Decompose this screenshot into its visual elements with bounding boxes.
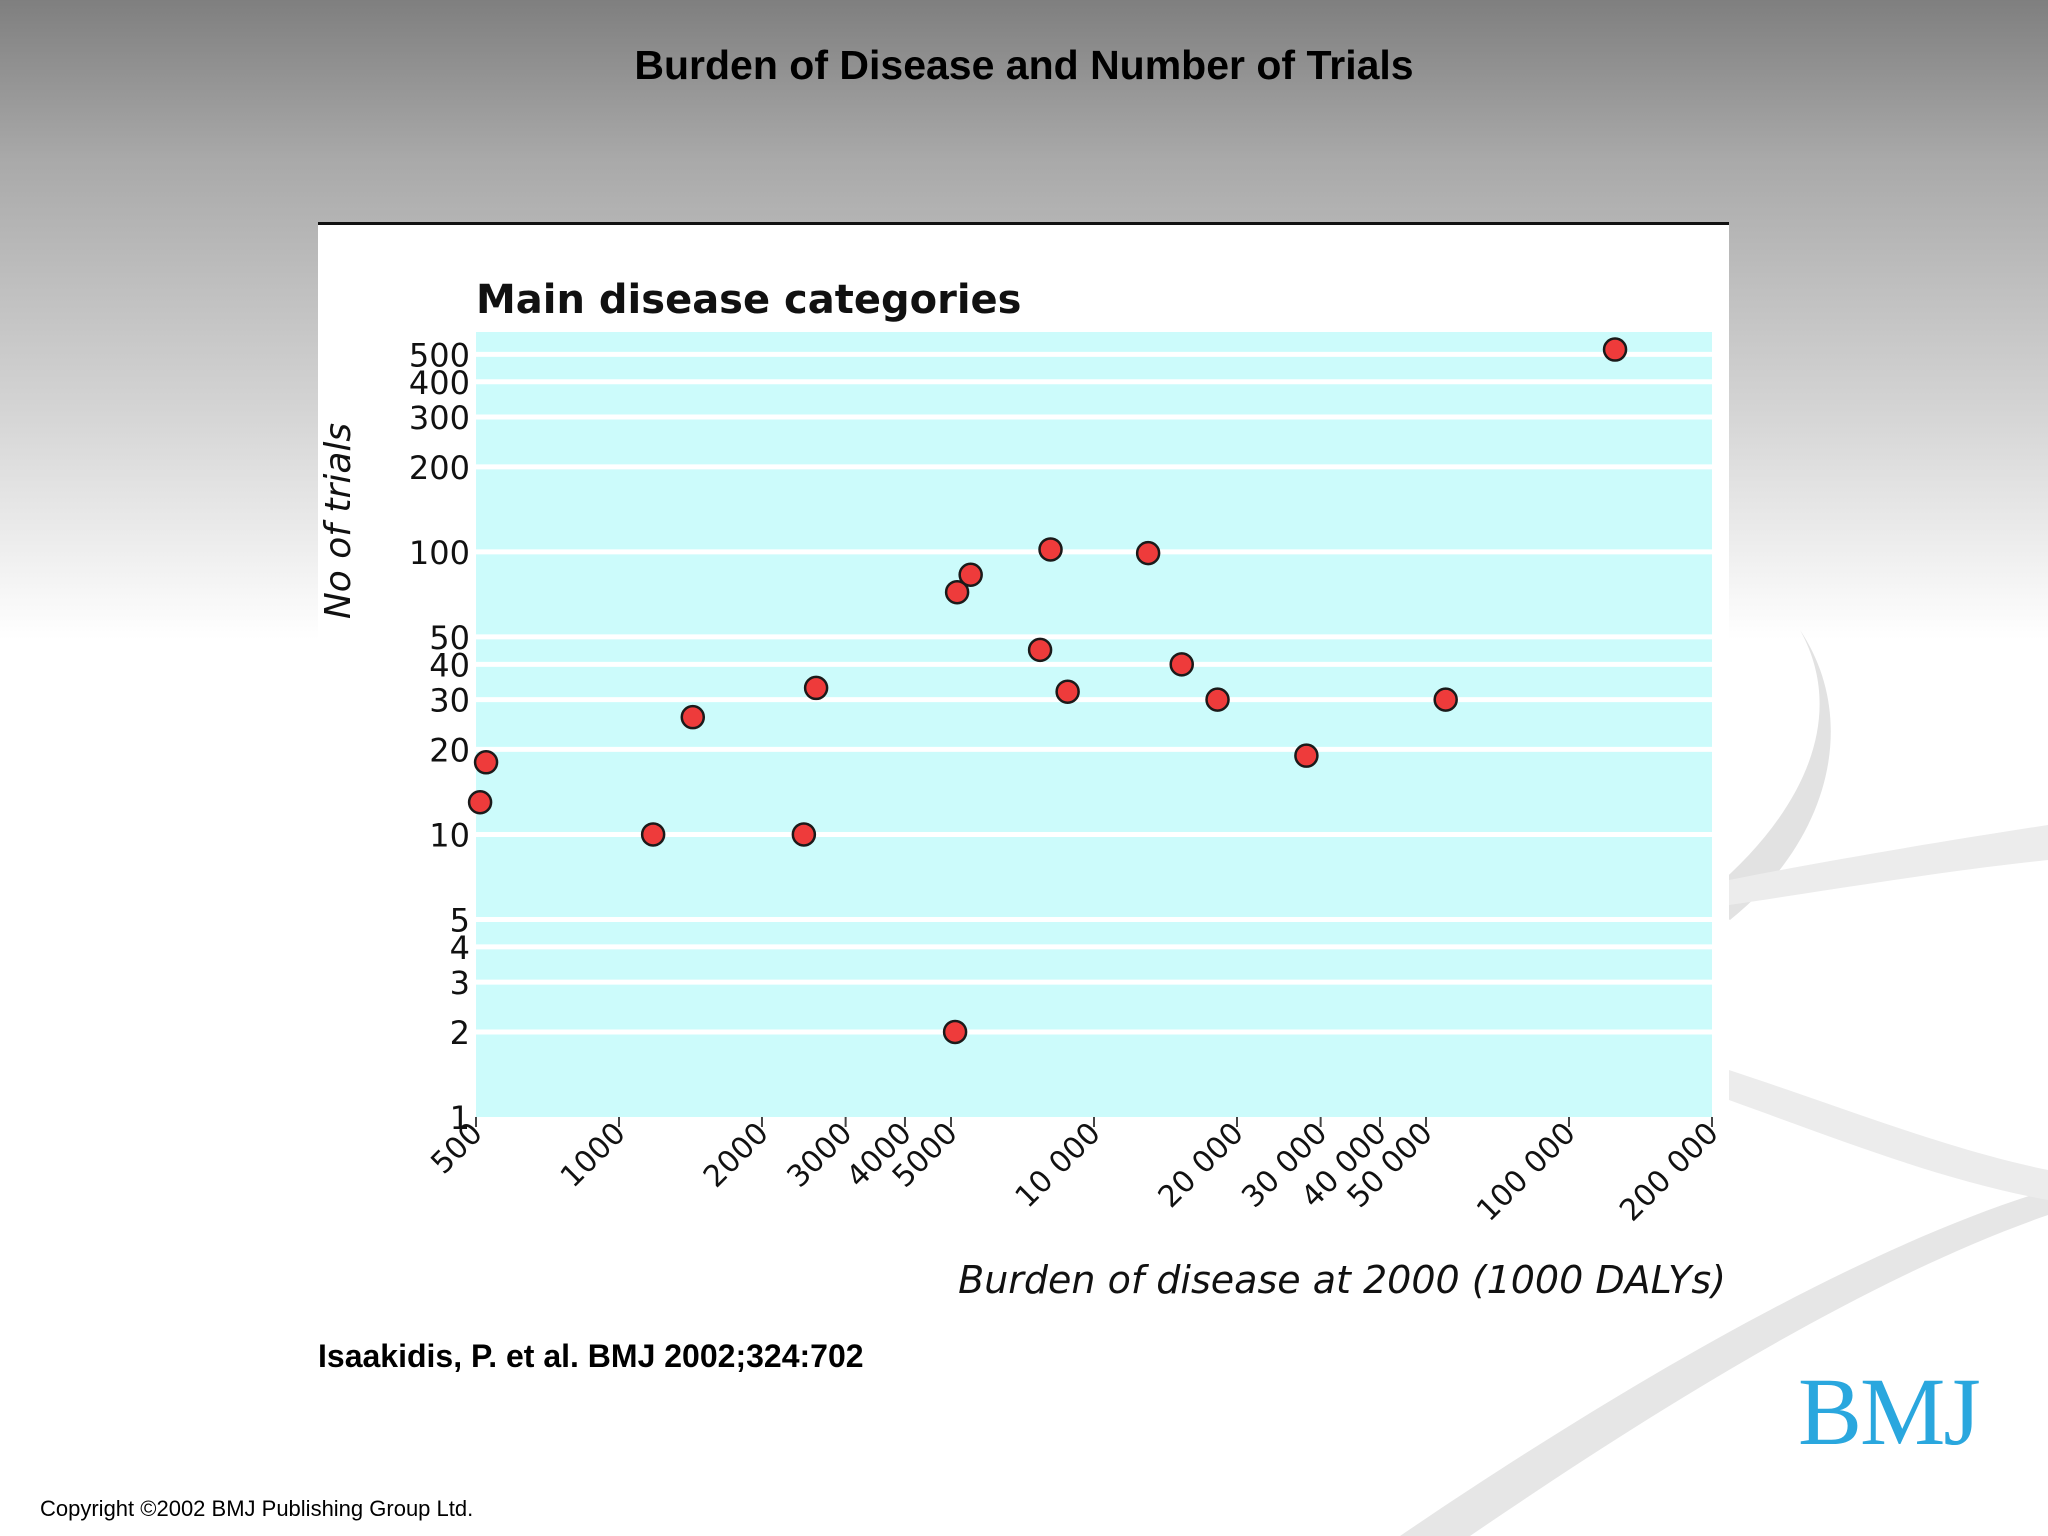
data-point (791, 822, 817, 847)
x-tick-label: 100 000 (1470, 1116, 1582, 1228)
data-point (473, 750, 499, 775)
data-point (803, 675, 829, 701)
data-point (1205, 687, 1230, 712)
data-point (944, 579, 970, 605)
citation: Isaakidis, P. et al. BMJ 2002;324:702 (318, 1338, 864, 1374)
data-point (680, 704, 706, 730)
bmj-logo: BMJ (1798, 1358, 1981, 1465)
plot-area (476, 332, 1712, 1117)
copyright-notice: Copyright ©2002 BMJ Publishing Group Ltd… (40, 1496, 474, 1521)
y-tick-label: 300 (409, 399, 470, 437)
y-tick-label: 100 (409, 534, 470, 572)
x-tick-label: 10 000 (1009, 1116, 1108, 1215)
data-point (1027, 637, 1053, 663)
y-tick-label: 10 (429, 816, 470, 854)
x-tick-label: 1000 (554, 1116, 633, 1195)
chart-title: Main disease categories (476, 277, 1022, 323)
x-tick-label: 200 000 (1613, 1116, 1725, 1228)
y-tick-label: 4 (450, 929, 470, 967)
chart-figure: Main disease categories 1 2 3 4 5 10 20 30 40 50 1… (318, 222, 1729, 1317)
data-point (640, 822, 666, 847)
data-point (958, 562, 983, 587)
x-axis-label: Burden of disease at 2000 (1000 DALYs) (958, 1258, 1726, 1302)
y-tick-label: 40 (429, 646, 470, 684)
x-tick-label: 500 (424, 1116, 489, 1181)
data-point (1135, 540, 1161, 566)
x-tick-label: 20 000 (1152, 1116, 1251, 1215)
y-tick-label: 400 (409, 364, 470, 402)
y-axis-label: No of trials (318, 423, 359, 619)
data-point (467, 789, 493, 815)
y-tick-label: 200 (409, 449, 470, 487)
data-point (942, 1019, 968, 1045)
scatter-chart: Main disease categories 1234510203040501… (318, 277, 1726, 1302)
x-tick-label: 3000 (781, 1116, 860, 1195)
y-tick-label: 50 (429, 619, 470, 657)
data-point (1602, 337, 1628, 362)
data-point (1433, 687, 1458, 712)
y-tick-label: 30 (429, 682, 470, 720)
y-tick-label: 5 (450, 901, 470, 939)
data-point (1055, 679, 1080, 704)
y-tick-label: 3 (450, 964, 470, 1002)
data-points (467, 337, 1628, 1045)
y-tick-label: 500 (409, 336, 470, 374)
y-tick-label: 20 (429, 731, 470, 769)
y-tick-label: 2 (450, 1014, 470, 1052)
data-point (1294, 743, 1319, 768)
x-tick-label: 2000 (697, 1116, 776, 1195)
data-point (1169, 652, 1194, 677)
y-tick-label: 1 (450, 1099, 470, 1137)
data-point (1038, 537, 1063, 562)
gridlines (476, 351, 1712, 1035)
slide-title: Burden of Disease and Number of Trials (634, 42, 1414, 88)
